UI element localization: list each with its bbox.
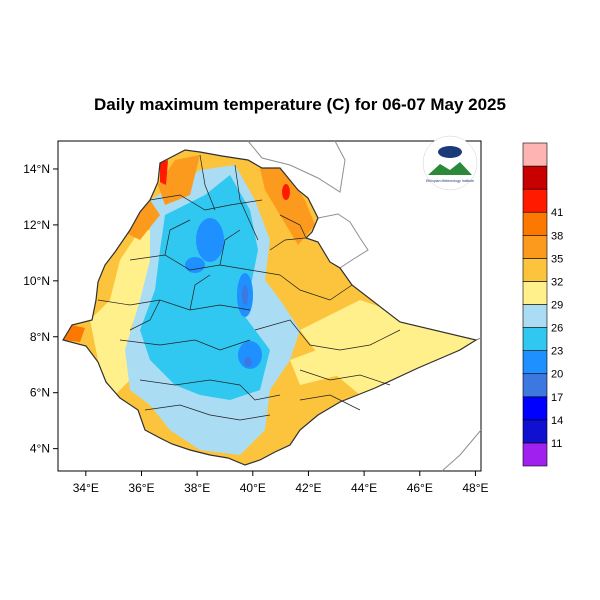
- legend-swatch: [522, 258, 548, 282]
- legend-swatch: [522, 165, 548, 190]
- latitude-ticks: 4°N 6°N 8°N 10°N 12°N 14°N: [23, 162, 58, 456]
- legend-label: 29: [551, 300, 563, 312]
- legend-swatch: [522, 211, 548, 236]
- legend-label: 32: [551, 276, 563, 288]
- lon-tick-label: 48°E: [462, 481, 488, 495]
- zone-mild-east: [300, 300, 476, 395]
- legend-swatch: [522, 188, 548, 213]
- legend-swatch: [522, 142, 548, 167]
- zone-hot-gambella: [63, 325, 85, 342]
- legend-label: 26: [551, 323, 563, 335]
- lon-tick-label: 34°E: [73, 481, 99, 495]
- zone-coldest-1: [242, 285, 248, 305]
- zone-mild-east2: [290, 345, 340, 385]
- lon-tick-label: 42°E: [295, 481, 321, 495]
- legend-swatch: [522, 419, 548, 444]
- zone-very-hot: [282, 184, 290, 200]
- lat-tick-label: 4°N: [30, 442, 50, 456]
- zone-coldest-2: [244, 357, 252, 367]
- legend-label: 23: [551, 346, 563, 358]
- legend-label: 38: [551, 230, 563, 242]
- legend-swatch: [522, 281, 548, 305]
- cloud-icon: [438, 146, 462, 158]
- mountain-icon: [428, 162, 472, 175]
- map-title: Daily maximum temperature (C) for 06-07 …: [94, 95, 506, 114]
- zone-colder-1: [196, 218, 224, 262]
- legend-label: 14: [551, 415, 563, 427]
- legend-swatch: [522, 350, 548, 375]
- lat-tick-label: 10°N: [23, 274, 50, 288]
- legend-colorbar: 11 14 17 20 23 26 29 32 35 38 41: [522, 142, 563, 467]
- logo-circle: [422, 135, 478, 191]
- longitude-ticks: 34°E 36°E 38°E 40°E 42°E 44°E 46°E 48°E: [73, 471, 489, 495]
- zone-very-hot-nw: [160, 160, 168, 185]
- legend-swatch: [522, 373, 548, 398]
- legend-swatch: [522, 304, 548, 328]
- lat-tick-label: 12°N: [23, 218, 50, 232]
- legend-label: 35: [551, 253, 563, 265]
- zone-hot-north: [158, 155, 200, 205]
- admin-boundaries: [97, 154, 401, 421]
- ethiopian-meteorology-logo: Ethiopian Meteorology Institute: [422, 135, 478, 191]
- zone-hot-afar: [258, 160, 315, 245]
- lat-tick-label: 6°N: [30, 386, 50, 400]
- zone-colder-4: [185, 257, 205, 273]
- zone-mild-west: [90, 230, 160, 395]
- legend-swatch: [522, 442, 548, 467]
- logo-caption: Ethiopian Meteorology Institute: [426, 179, 474, 183]
- lon-tick-label: 46°E: [407, 481, 433, 495]
- country-border: [62, 149, 478, 466]
- lat-tick-label: 8°N: [30, 330, 50, 344]
- legend-swatch: [522, 396, 548, 421]
- legend-label: 17: [551, 392, 563, 404]
- legend-swatch: [522, 234, 548, 259]
- neighbor-borders: [247, 140, 482, 472]
- lon-tick-label: 40°E: [240, 481, 266, 495]
- lon-tick-label: 38°E: [184, 481, 210, 495]
- legend-label: 41: [551, 207, 563, 219]
- lon-tick-label: 36°E: [128, 481, 154, 495]
- lon-tick-label: 44°E: [351, 481, 377, 495]
- legend-label: 20: [551, 369, 563, 381]
- legend-swatch: [522, 327, 548, 351]
- legend-label: 11: [551, 438, 562, 450]
- lat-tick-label: 14°N: [23, 162, 50, 176]
